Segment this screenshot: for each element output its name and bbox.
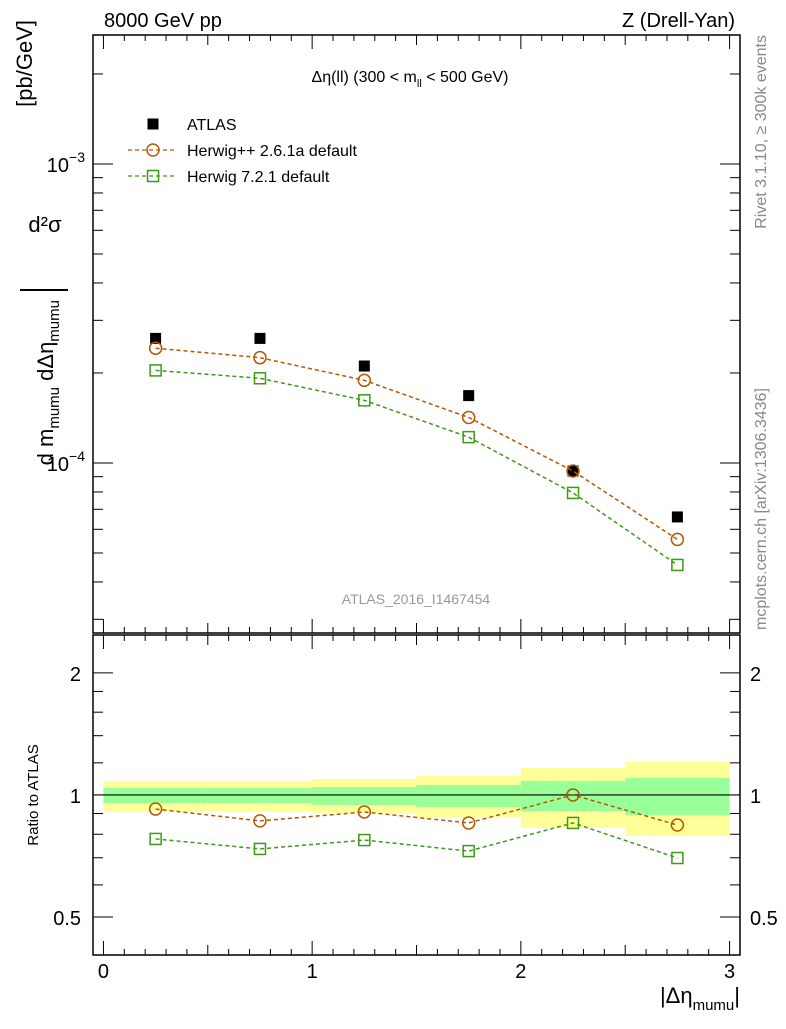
data-point bbox=[566, 464, 580, 478]
ratio-y-tick-label: 2 bbox=[70, 664, 81, 686]
header-right: Z (Drell-Yan) bbox=[622, 10, 735, 32]
x-tick-label: 0 bbox=[98, 961, 109, 983]
header-left: 8000 GeV pp bbox=[104, 10, 222, 32]
ratio-point bbox=[461, 816, 476, 830]
data-point bbox=[566, 486, 580, 500]
ratio-point bbox=[253, 814, 267, 828]
ratio-line bbox=[155, 794, 678, 826]
mcplots-label: mcplots.cern.ch [arXiv:1306.3436] bbox=[753, 388, 770, 630]
series-line bbox=[155, 369, 678, 566]
ratio-line bbox=[155, 822, 678, 859]
legend-label: Herwig++ 2.6.1a default bbox=[187, 143, 357, 160]
data-point bbox=[358, 394, 371, 407]
ratio-point bbox=[253, 842, 267, 856]
data-point bbox=[150, 332, 162, 344]
data-point bbox=[671, 511, 683, 523]
data-point bbox=[148, 341, 163, 355]
y-tick-label: 10−3 bbox=[47, 149, 85, 177]
data-point bbox=[461, 410, 476, 425]
legend-marker bbox=[147, 118, 159, 130]
data-point bbox=[254, 332, 266, 344]
ratio-y-label: Ratio to ATLAS bbox=[25, 744, 42, 845]
svg-text:[pb/GeV]: [pb/GeV] bbox=[12, 20, 37, 107]
rivet-label: Rivet 3.1.10, ≥ 300k events bbox=[753, 35, 770, 229]
ratio-point bbox=[671, 851, 684, 865]
ratio-point bbox=[566, 816, 580, 830]
series-0 bbox=[150, 332, 683, 523]
stat-uncertainty-band bbox=[520, 780, 626, 811]
y-axis-label: d²σ d mmumu dΔηmumu [pb/GeV] bbox=[12, 20, 68, 465]
plot-title: Δη(ll) (300 < mll < 500 GeV) bbox=[312, 69, 509, 90]
legend-label: Herwig 7.2.1 default bbox=[187, 169, 330, 186]
data-point bbox=[462, 430, 475, 444]
ratio-y-tick-label-right: 2 bbox=[750, 664, 761, 686]
svg-text:d mmumu dΔηmumu: d mmumu dΔηmumu bbox=[33, 300, 63, 465]
stat-uncertainty-band bbox=[312, 787, 417, 805]
ratio-y-tick-label-right: 0.5 bbox=[750, 908, 778, 930]
series-line bbox=[155, 347, 678, 541]
legend-marker bbox=[146, 143, 160, 157]
x-tick-label: 3 bbox=[724, 961, 735, 983]
ratio-point bbox=[148, 802, 163, 816]
data-point bbox=[567, 465, 579, 477]
data-point bbox=[253, 350, 267, 365]
legend-marker bbox=[146, 169, 160, 183]
ratio-point bbox=[462, 844, 475, 858]
legend-label: ATLAS bbox=[187, 117, 237, 134]
stat-uncertainty-band bbox=[416, 785, 521, 807]
series-2 bbox=[149, 364, 684, 572]
data-point bbox=[671, 558, 684, 572]
stat-uncertainty-band bbox=[625, 777, 730, 816]
ratio-y-tick-label-right: 1 bbox=[750, 786, 761, 808]
data-point bbox=[149, 364, 162, 377]
ratio-point bbox=[670, 818, 685, 832]
ratio-series-1 bbox=[149, 816, 684, 865]
stat-uncertainty-band bbox=[207, 788, 313, 804]
data-point bbox=[670, 532, 685, 547]
x-tick-label: 2 bbox=[515, 961, 526, 983]
data-point bbox=[463, 390, 475, 402]
ratio-y-tick-label: 1 bbox=[70, 786, 81, 808]
legend: ATLAS Herwig++ 2.6.1a default Herwig 7.2.1… bbox=[128, 117, 357, 186]
svg-text:d²σ: d²σ bbox=[28, 212, 62, 237]
data-point bbox=[253, 372, 267, 385]
x-tick-label: 1 bbox=[307, 961, 318, 983]
series-1 bbox=[148, 341, 685, 547]
ratio-point bbox=[357, 805, 372, 819]
stat-uncertainty-band bbox=[103, 788, 208, 804]
ratio-y-tick-label: 0.5 bbox=[53, 908, 81, 930]
analysis-watermark: ATLAS_2016_I1467454 bbox=[342, 591, 491, 607]
data-point bbox=[358, 360, 370, 372]
x-axis-label: |Δηmumu| bbox=[660, 983, 740, 1014]
y-tick-label: 10−4 bbox=[47, 448, 85, 476]
ratio-point bbox=[358, 833, 371, 847]
ratio-series-0 bbox=[148, 788, 685, 832]
ratio-point bbox=[566, 788, 580, 802]
data-point bbox=[357, 373, 372, 388]
ratio-point bbox=[149, 832, 162, 846]
